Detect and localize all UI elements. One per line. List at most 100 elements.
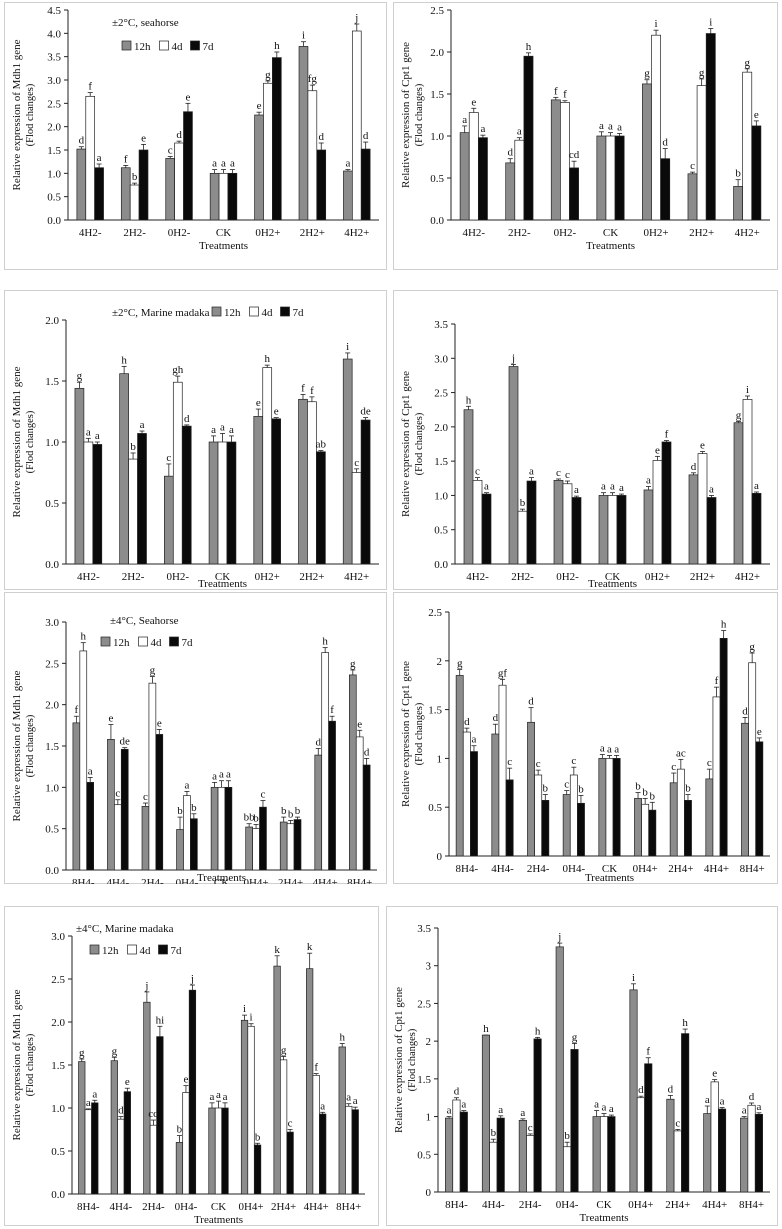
significance-letter: a: [600, 742, 605, 754]
bar-12h-4H4-: [110, 1060, 118, 1195]
significance-letter: h: [339, 1032, 345, 1044]
significance-letter: b: [491, 1127, 497, 1139]
bar-12h-2H4-: [527, 721, 535, 857]
bar-4d-4H2+: [742, 399, 753, 565]
bar-4d-8H4+: [345, 1105, 353, 1195]
x-axis-title: Treatments: [586, 240, 635, 252]
bar-7d-0H4+: [644, 1063, 653, 1193]
significance-letter: d: [742, 705, 748, 717]
bar-7d-0H2-: [183, 111, 193, 221]
bar-7d-4H4-: [123, 1091, 131, 1195]
bar-7d-2H2+: [316, 149, 327, 221]
significance-letter: h: [483, 1023, 489, 1035]
legend-label-12h: 12h: [224, 307, 241, 319]
y-tick-label: 3.5: [47, 52, 61, 64]
legend-swatch-12h: [100, 636, 111, 647]
bar-7d-2H4+: [286, 1131, 294, 1195]
significance-letter: a: [461, 1099, 466, 1111]
y-axis-subtitle: (Flod changes): [414, 412, 425, 475]
y-axis-subtitle: (Flod changes): [414, 702, 425, 765]
significance-letter: b: [253, 813, 259, 825]
chart-svg-g: 0.0 0.5 1.0 1.5 2.0 2.5 3.0 Relative expression…: [4, 906, 379, 1226]
bar-4d-2H4-: [526, 1135, 535, 1193]
bar-4d-2H4+: [286, 823, 295, 871]
significance-letter: a: [86, 426, 91, 438]
bar-12h-4H4+: [314, 754, 323, 871]
bar-7d-CK: [612, 758, 621, 857]
significance-letter: d: [318, 131, 324, 143]
x-tick-label: 4H4-: [107, 877, 130, 884]
bar-12h-8H4-: [78, 1061, 86, 1195]
bar-12h-CK: [598, 495, 609, 565]
significance-letter: e: [186, 91, 191, 103]
significance-letter: d: [662, 137, 668, 149]
significance-letter: c: [288, 1118, 293, 1130]
x-tick-label: 8H4+: [336, 1201, 361, 1213]
legend-label-12h: 12h: [102, 945, 119, 957]
bar-7d-4H2+: [360, 419, 371, 565]
bar-4d-4H4-: [114, 804, 122, 871]
chart-panel-g: 0.0 0.5 1.0 1.5 2.0 2.5 3.0 Relative expression…: [4, 906, 379, 1226]
significance-letter: f: [310, 385, 314, 397]
significance-letter: g: [112, 1045, 118, 1057]
x-tick-label: 0H4-: [176, 877, 199, 884]
significance-letter: h: [682, 1017, 688, 1029]
significance-letter: d: [749, 1091, 755, 1103]
y-tick-label: 1.5: [51, 1060, 65, 1072]
significance-letter: a: [617, 121, 622, 133]
significance-letter: b: [281, 805, 287, 817]
significance-letter: f: [88, 81, 92, 93]
x-tick-label: 2H2-: [123, 227, 146, 239]
legend-swatch-12h: [211, 306, 222, 317]
significance-letter: a: [754, 480, 759, 492]
bar-4d-2H2+: [307, 90, 318, 221]
bar-4d-8H4-: [452, 1099, 461, 1193]
significance-letter: i: [655, 18, 658, 30]
significance-letter: c: [475, 466, 480, 478]
bar-4d-0H2+: [651, 34, 661, 221]
significance-letter: c: [354, 457, 359, 469]
y-tick-label: 0: [426, 1187, 432, 1199]
chart-svg-c: 0.0 0.5 1.0 1.5 2.0 Relative expression of Md…: [4, 290, 387, 590]
y-tick-label: 2.0: [430, 47, 444, 59]
y-tick-label: 2.0: [51, 1017, 65, 1029]
bar-12h-0H4-: [176, 829, 184, 871]
significance-letter: e: [183, 1074, 188, 1086]
x-tick-label: 2H2+: [299, 571, 324, 583]
y-axis-title: Relative expression of Cpt1 gene: [400, 661, 412, 807]
significance-letter: gh: [172, 364, 184, 376]
x-tick-label: 0H2-: [168, 227, 191, 239]
significance-letter: a: [86, 1097, 91, 1109]
y-tick-label: 1.5: [47, 145, 61, 157]
significance-letter: e: [757, 726, 762, 738]
significance-letter: e: [125, 1076, 130, 1088]
bar-4d-8H4+: [747, 1104, 756, 1193]
bar-12h-0H4-: [555, 946, 564, 1193]
significance-letter: a: [346, 1092, 351, 1104]
x-tick-label: 4H2-: [466, 571, 489, 583]
significance-letter: i: [632, 972, 635, 984]
x-tick-label: 2H4+: [271, 1201, 296, 1213]
bar-7d-CK: [226, 441, 237, 565]
significance-letter: c: [168, 145, 173, 157]
bar-7d-2H4-: [533, 1038, 542, 1193]
significance-letter: b: [564, 1130, 570, 1142]
bar-7d-8H4+: [755, 741, 764, 857]
significance-letter: e: [700, 440, 705, 452]
y-axis-subtitle: (Flod changes): [25, 1033, 36, 1096]
x-tick-label: 0H4+: [238, 1201, 263, 1213]
bar-7d-0H4-: [570, 1049, 579, 1193]
y-tick-label: 1.5: [434, 456, 448, 468]
x-tick-label: 4H4-: [482, 1199, 505, 1211]
significance-letter: h: [322, 636, 328, 648]
bar-12h-8H4-: [445, 1117, 454, 1193]
bar-4d-CK: [218, 172, 229, 221]
significance-letter: b: [191, 802, 197, 814]
bar-4d-2H4+: [676, 768, 685, 857]
bar-4d-0H4+: [636, 1097, 645, 1193]
x-axis-title: Treatments: [585, 872, 634, 884]
y-axis-title: Relative expression of Mdh1 gene: [11, 366, 23, 517]
bar-12h-CK: [208, 1107, 216, 1195]
significance-letter: a: [212, 770, 217, 782]
significance-letter: e: [471, 96, 476, 108]
